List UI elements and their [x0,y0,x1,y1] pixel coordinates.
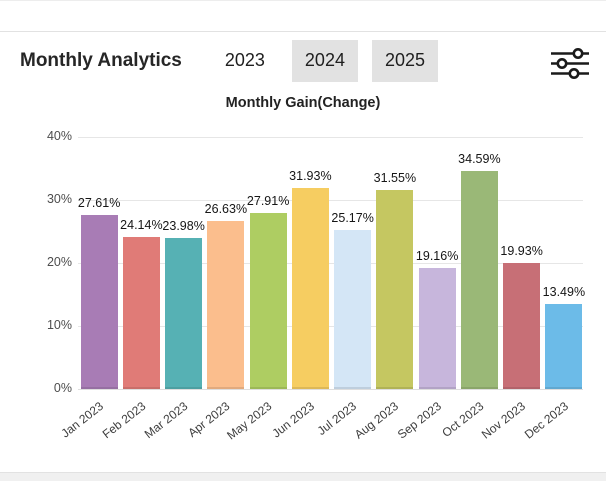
bar-value-label: 34.59% [458,152,501,167]
y-tick-label: 20% [46,255,72,269]
x-tick-label: Mar 2023 [141,399,191,442]
y-tick-label: 10% [46,318,72,332]
bar-value-label: 27.61% [77,196,121,211]
gridline-40% [78,137,583,138]
bar-value-label: 25.17% [331,211,374,226]
bar-Mar-2023[interactable] [165,237,203,389]
bar-value-label: 26.63% [204,202,248,217]
plot-area: 27.61% Jan 2023 24.14% Feb 2023 23.98% Mar 20… [58,137,585,442]
page-title: Monthly Analytics [20,50,182,71]
bar-value-label: 27.91% [246,194,290,209]
bar-Sep-2023[interactable] [418,268,456,389]
bar-value-label: 13.49% [542,285,586,299]
sliders-icon [551,47,589,79]
x-tick-label: Sep 2023 [394,399,444,442]
gridline-0% [78,389,583,390]
chart-title: Monthly Gain(Change) [225,95,381,111]
bar-Jun-2023[interactable] [291,187,329,389]
y-tick-label: 30% [46,192,72,206]
x-tick-label: Oct 2023 [438,399,486,441]
bar-Aug-2023[interactable] [376,190,414,389]
bar-value-label: 19.16% [415,249,459,264]
bar-Nov-2023[interactable] [503,263,541,389]
bar-Jul-2023[interactable] [334,230,372,389]
bar-May-2023[interactable] [249,213,287,389]
x-tick-label: May 2023 [224,399,275,443]
bar-value-label: 23.98% [162,218,205,233]
tab-2025[interactable]: 2025 [371,40,439,82]
x-tick-label: Jun 2023 [269,399,317,441]
bar-value-label: 31.93% [289,168,332,183]
bar-Feb-2023[interactable] [122,236,160,389]
bar-Oct-2023[interactable] [460,171,498,389]
gridline-20% [78,263,583,264]
bar-Apr-2023[interactable] [207,221,245,389]
bar-Dec-2023[interactable] [545,304,583,389]
x-tick-label: Aug 2023 [352,399,402,442]
bar-value-label: 19.93% [500,244,543,259]
year-tabs: 2023 2024 2025 [212,40,439,82]
x-tick-label: Jan 2023 [58,399,106,441]
gridline-30% [78,200,583,201]
top-strip [0,0,606,32]
bar-Jan-2023[interactable] [80,215,118,389]
header: Monthly Analytics 2023 2024 2025 [0,33,606,89]
bar-value-label: 24.14% [120,217,163,232]
bar-value-label: 31.55% [373,171,417,186]
tab-2023[interactable]: 2023 [212,40,278,82]
tab-2024[interactable]: 2024 [291,40,358,82]
y-tick-label: 0% [53,381,72,395]
x-tick-label: Feb 2023 [99,399,148,442]
x-tick-label: Dec 2023 [521,399,571,442]
gridline-10% [78,326,583,327]
bottom-strip [0,472,606,481]
filter-button[interactable] [546,43,594,83]
y-tick-label: 40% [46,129,72,143]
x-tick-label: Nov 2023 [479,399,529,442]
